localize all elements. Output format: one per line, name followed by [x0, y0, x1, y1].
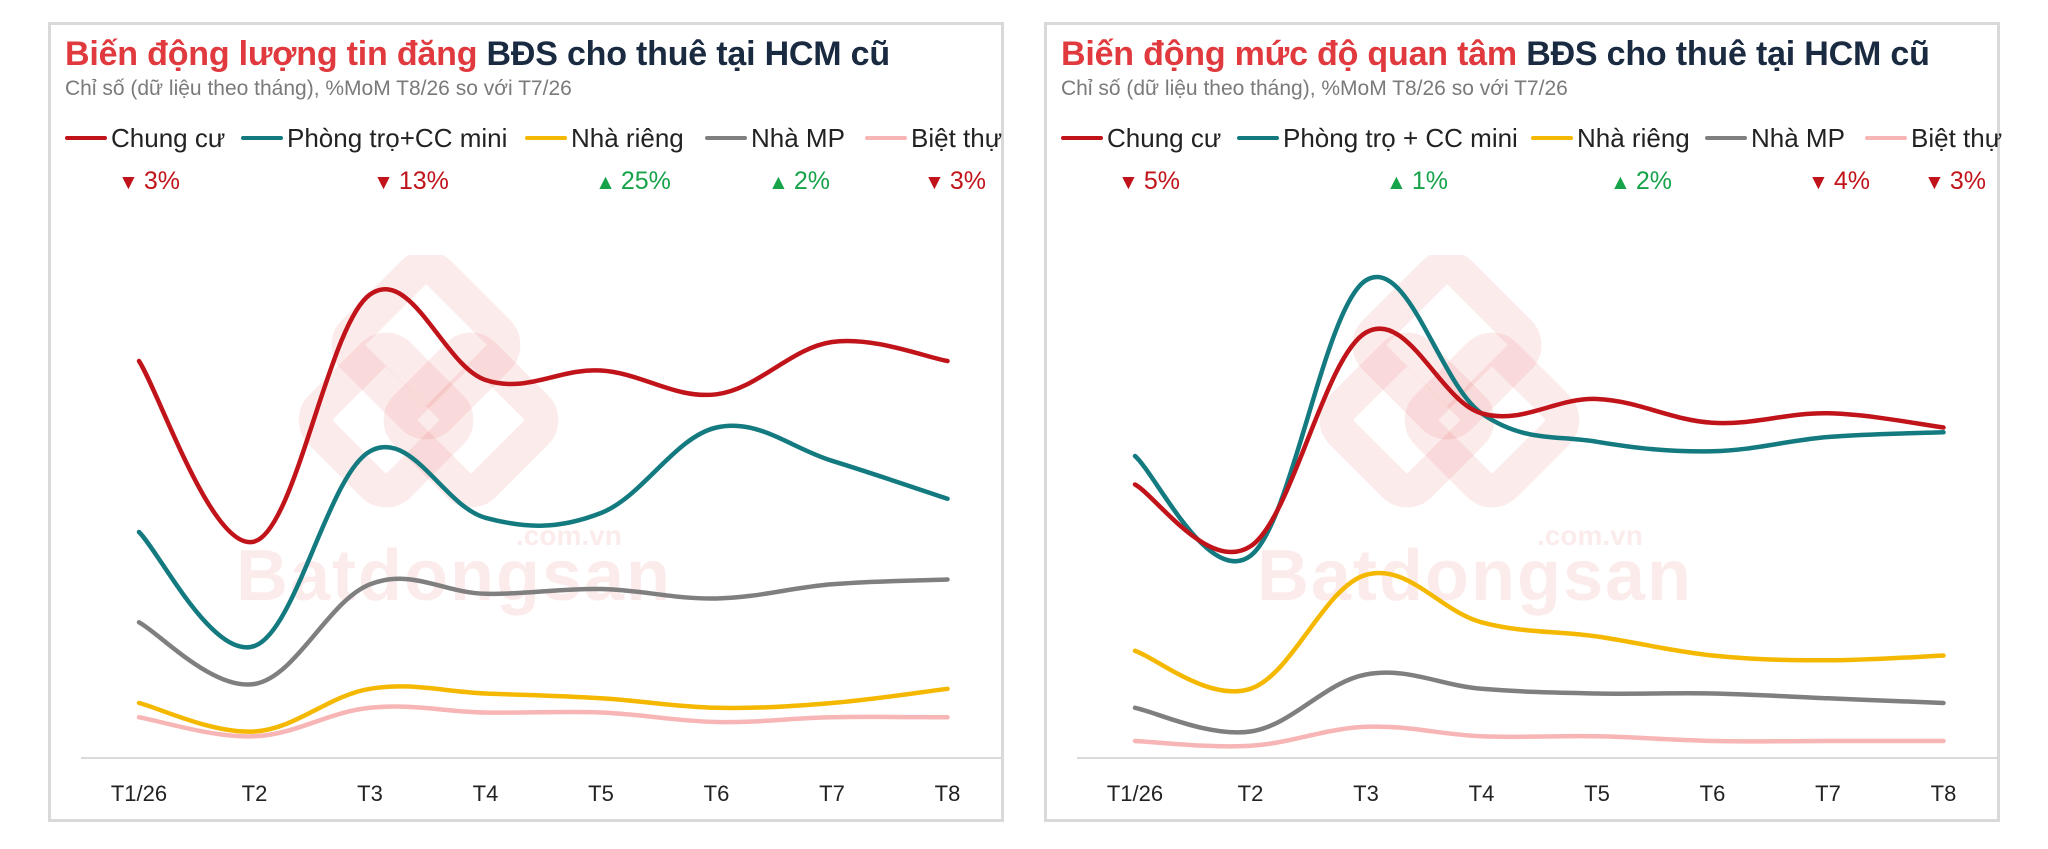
line-chart-interest: T1/26 T2 T3 T4 T5 T6 T7 T8	[1077, 274, 1997, 806]
arrow-down-icon: ▼	[1118, 171, 1139, 194]
legend-item-biet-thu: Biệt thự	[865, 123, 1002, 153]
legend-item-nha-mp: Nhà MP	[705, 123, 845, 153]
legend-label: Nhà riêng	[1577, 122, 1690, 153]
legend-item-phong-tro: Phòng trọ + CC mini	[1237, 123, 1518, 153]
chart-title: Biến động mức độ quan tâm BĐS cho thuê t…	[1061, 35, 1930, 74]
legend-label: Biệt thự	[911, 122, 1003, 153]
mom-chung-cu: ▼ 3%	[118, 167, 180, 195]
arrow-up-icon: ▲	[768, 171, 789, 194]
mom-nha-rieng: ▲ 2%	[1610, 167, 1672, 195]
legend-label: Nhà MP	[751, 122, 845, 153]
x-tick-label: T5	[588, 781, 614, 806]
legend-swatch	[65, 136, 107, 140]
x-tick-label: T5	[1584, 781, 1610, 806]
legend-label: Biệt thự	[1911, 122, 2003, 153]
x-tick-label: T6	[704, 781, 730, 806]
legend-label: Nhà MP	[1751, 122, 1845, 153]
legend-label: Nhà riêng	[571, 122, 684, 153]
chart-panel-listings: Biến động lượng tin đăng BĐS cho thuê tạ…	[48, 22, 1004, 822]
chart-subtitle: Chỉ số (dữ liệu theo tháng), %MoM T8/26 …	[1061, 77, 1568, 100]
x-tick-label: T2	[242, 781, 268, 806]
line-chart-listings: T1/26 T2 T3 T4 T5 T6 T7 T8	[81, 287, 1001, 806]
legend-swatch	[241, 136, 283, 140]
mom-nha-mp: ▼ 4%	[1808, 167, 1870, 195]
mom-biet-thu: ▼ 3%	[1924, 167, 1986, 195]
title-highlight: Biến động lượng tin đăng	[65, 35, 478, 73]
series-line-3	[1132, 670, 1946, 735]
legend-label: Phòng trọ+CC mini	[287, 122, 508, 153]
mom-chung-cu: ▼ 5%	[1118, 167, 1180, 195]
title-rest: BĐS cho thuê tại HCM cũ	[1526, 35, 1930, 73]
x-tick-label: T7	[1815, 781, 1841, 806]
legend-swatch	[1061, 136, 1103, 140]
x-tick-label: T1/26	[1107, 781, 1163, 806]
title-highlight: Biến động mức độ quan tâm	[1061, 35, 1517, 73]
mom-nha-rieng: ▲ 25%	[595, 167, 671, 195]
legend-swatch	[705, 136, 747, 140]
x-tick-label: T4	[1469, 781, 1495, 806]
arrow-up-icon: ▲	[595, 171, 616, 194]
arrow-down-icon: ▼	[924, 171, 945, 194]
legend-item-chung-cu: Chung cư	[65, 123, 225, 153]
legend-item-nha-mp: Nhà MP	[1705, 123, 1845, 153]
x-tick-label: T1/26	[111, 781, 167, 806]
series-line-1	[136, 423, 950, 650]
legend-label: Phòng trọ + CC mini	[1283, 122, 1518, 153]
series-line-2	[1132, 570, 1946, 694]
arrow-up-icon: ▲	[1610, 171, 1631, 194]
arrow-down-icon: ▼	[1808, 171, 1829, 194]
chart-title: Biến động lượng tin đăng BĐS cho thuê tạ…	[65, 35, 890, 74]
series-line-4	[136, 704, 950, 739]
series-line-0	[1132, 326, 1946, 555]
legend-item-nha-rieng: Nhà riêng	[1531, 123, 1690, 153]
legend-label: Chung cư	[1107, 122, 1222, 153]
legend-item-biet-thu: Biệt thự	[1865, 123, 2002, 153]
chart-subtitle: Chỉ số (dữ liệu theo tháng), %MoM T8/26 …	[65, 77, 572, 100]
arrow-down-icon: ▼	[118, 171, 139, 194]
chart-panel-interest: Biến động mức độ quan tâm BĐS cho thuê t…	[1044, 22, 2002, 822]
mom-phong-tro: ▼ 13%	[373, 167, 449, 195]
legend-item-nha-rieng: Nhà riêng	[525, 123, 684, 153]
legend-item-chung-cu: Chung cư	[1061, 123, 1221, 153]
arrow-up-icon: ▲	[1386, 171, 1407, 194]
arrow-down-icon: ▼	[1924, 171, 1945, 194]
legend-swatch	[1531, 136, 1573, 140]
series-line-4	[1132, 724, 1946, 749]
legend-swatch	[525, 136, 567, 140]
mom-biet-thu: ▼ 3%	[924, 167, 986, 195]
series-line-3	[136, 576, 950, 687]
series-line-0	[136, 287, 950, 545]
legend-swatch	[865, 136, 907, 140]
series-line-1	[1132, 274, 1946, 564]
x-tick-label: T8	[935, 781, 961, 806]
x-tick-label: T3	[1353, 781, 1379, 806]
mom-nha-mp: ▲ 2%	[768, 167, 830, 195]
mom-phong-tro: ▲ 1%	[1386, 167, 1448, 195]
legend-label: Chung cư	[111, 122, 226, 153]
x-tick-label: T8	[1931, 781, 1957, 806]
x-tick-label: T3	[357, 781, 383, 806]
x-tick-label: T7	[819, 781, 845, 806]
legend-swatch	[1237, 136, 1279, 140]
series-line-2	[136, 684, 950, 734]
arrow-down-icon: ▼	[373, 171, 394, 194]
x-tick-label: T6	[1700, 781, 1726, 806]
title-rest: BĐS cho thuê tại HCM cũ	[486, 35, 891, 73]
legend-item-phong-tro: Phòng trọ+CC mini	[241, 123, 507, 153]
legend-swatch	[1865, 136, 1907, 140]
x-tick-label: T2	[1238, 781, 1264, 806]
legend-swatch	[1705, 136, 1747, 140]
x-tick-label: T4	[473, 781, 499, 806]
